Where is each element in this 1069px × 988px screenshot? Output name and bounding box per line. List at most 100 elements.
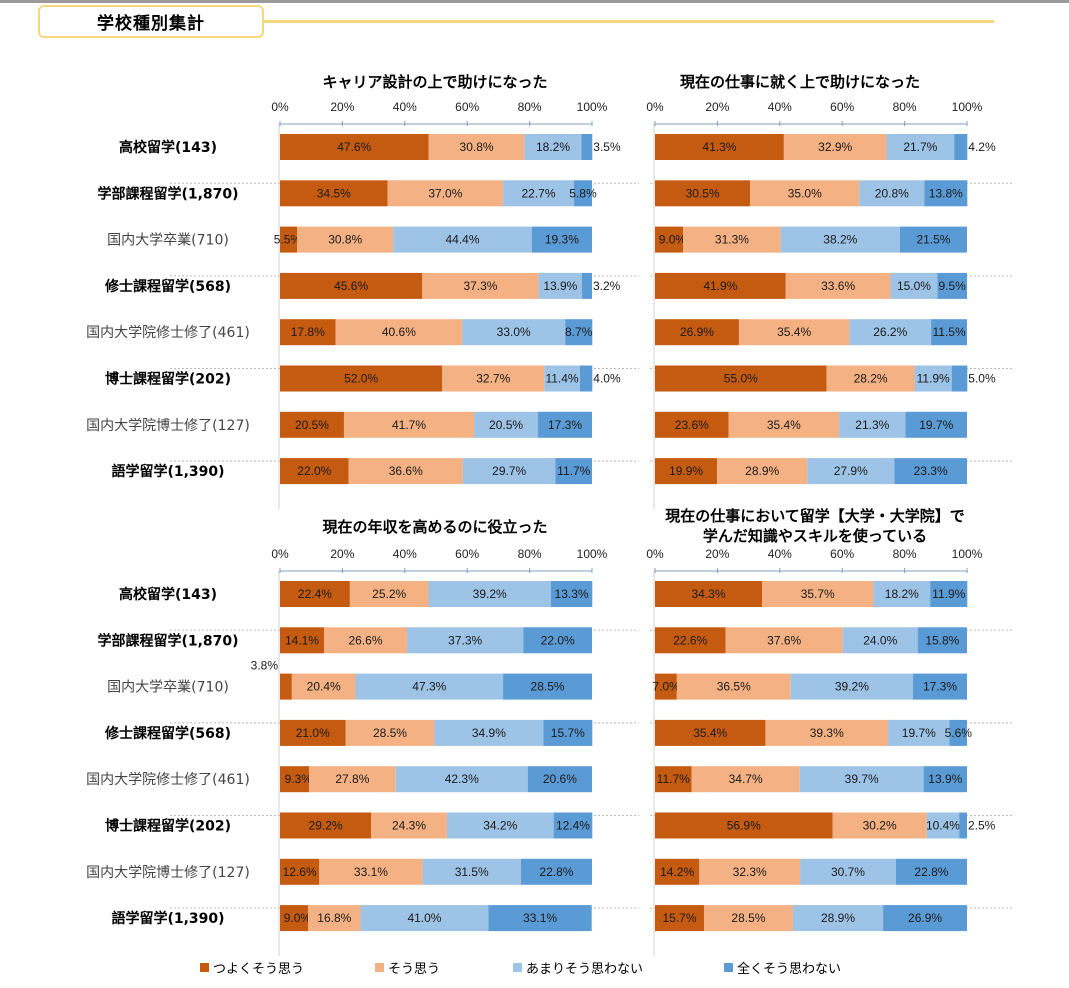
category-label: 学部課程留学(1,870) bbox=[97, 185, 238, 202]
data-label: 26.9% bbox=[908, 911, 942, 925]
data-label: 22.0% bbox=[297, 464, 331, 478]
x-tick-label: 0% bbox=[271, 100, 289, 114]
bar-segment-agree bbox=[762, 581, 874, 607]
x-tick-label: 20% bbox=[330, 547, 354, 561]
bar-segment-strongly-disagree bbox=[573, 180, 592, 207]
data-label: 8.7% bbox=[565, 325, 593, 339]
bar-segment-disagree-somewhat bbox=[474, 411, 539, 438]
bar-segment-agree bbox=[691, 766, 800, 793]
bar-segment-disagree-somewhat bbox=[888, 719, 950, 746]
bar-segment-disagree-somewhat bbox=[914, 365, 952, 392]
data-label: 28.5% bbox=[373, 726, 407, 740]
legend-label: 全くそう思わない bbox=[737, 962, 842, 977]
bar-segment-strongly-agree bbox=[655, 766, 692, 793]
data-label: 25.2% bbox=[372, 587, 406, 601]
bar-segment-strongly-disagree bbox=[949, 719, 967, 746]
data-label: 34.3% bbox=[691, 587, 725, 601]
bar-segment-strongly-agree bbox=[280, 581, 350, 607]
bar-segment-strongly-agree bbox=[280, 272, 423, 299]
category-label: 高校留学(143) bbox=[119, 139, 217, 156]
bar-segment-agree bbox=[750, 180, 860, 207]
bar-segment-agree bbox=[348, 458, 463, 485]
bar-segment-disagree-somewhat bbox=[406, 627, 524, 654]
bar-segment-disagree-somewhat bbox=[790, 673, 914, 700]
data-label: 9.5% bbox=[939, 279, 967, 293]
x-tick-label: 40% bbox=[768, 547, 792, 561]
bar-segment-disagree-somewhat bbox=[538, 272, 583, 299]
bar-segment-disagree-somewhat bbox=[807, 458, 895, 485]
bar-segment-strongly-agree bbox=[655, 272, 786, 299]
bar-segment-disagree-somewhat bbox=[926, 812, 960, 839]
x-tick-label: 40% bbox=[393, 100, 417, 114]
chart-title: 現在の仕事に就く上で助けになった bbox=[680, 73, 920, 91]
data-label: 45.6% bbox=[334, 279, 368, 293]
data-label: 32.7% bbox=[476, 372, 510, 386]
data-label: 30.8% bbox=[328, 233, 362, 247]
bar-segment-agree bbox=[765, 719, 889, 746]
category-label: 修士課程留学(568) bbox=[104, 725, 231, 742]
bar-segment-strongly-disagree bbox=[954, 134, 968, 160]
bar-segment-strongly-agree bbox=[280, 180, 388, 207]
bar-segment-disagree-somewhat bbox=[395, 766, 528, 793]
data-label: 39.3% bbox=[810, 726, 844, 740]
bar-segment-disagree-somewhat bbox=[886, 134, 955, 160]
data-label: 39.2% bbox=[473, 587, 507, 601]
bar-segment-strongly-agree bbox=[280, 458, 349, 485]
legend-label: つよくそう思う bbox=[213, 962, 305, 977]
legend-item-strongly-agree: つよくそう思う bbox=[200, 958, 304, 977]
bar-segment-agree bbox=[783, 134, 887, 160]
data-label: 47.3% bbox=[412, 680, 446, 694]
category-label: 国内大学卒業(710) bbox=[107, 680, 229, 696]
data-label: 19.7% bbox=[919, 418, 953, 432]
data-label: 11.4% bbox=[545, 372, 578, 386]
data-label: 11.5% bbox=[932, 325, 965, 339]
category-label: 国内大学院修士修了(461) bbox=[86, 325, 250, 341]
legend-label: あまりそう思わない bbox=[526, 962, 644, 977]
data-label: 21.0% bbox=[296, 726, 330, 740]
data-label: 5.5% bbox=[274, 233, 302, 247]
bar-segment-strongly-agree bbox=[280, 411, 344, 438]
bar-segment-strongly-disagree bbox=[565, 319, 593, 346]
data-label: 13.3% bbox=[555, 587, 589, 601]
data-label: 13.9% bbox=[543, 279, 577, 293]
x-tick-label: 20% bbox=[705, 100, 729, 114]
x-tick-label: 100% bbox=[952, 100, 983, 114]
bar-segment-strongly-disagree bbox=[951, 365, 968, 392]
top-border bbox=[0, 0, 1069, 3]
section-title: 学校種別集計 bbox=[38, 5, 264, 38]
bar-segment-strongly-agree bbox=[280, 673, 292, 700]
data-label: 30.8% bbox=[460, 140, 494, 154]
chart-title: 現在の年収を高めるのに役立った bbox=[322, 518, 547, 536]
data-label: 52.0% bbox=[344, 372, 378, 386]
bar-segment-strongly-agree bbox=[280, 319, 336, 346]
data-label: 3.2% bbox=[593, 279, 621, 293]
bar-segment-agree bbox=[785, 272, 891, 299]
data-label: 44.4% bbox=[446, 233, 480, 247]
bar-segment-agree bbox=[717, 458, 808, 485]
bar-segment-disagree-somewhat bbox=[839, 411, 906, 438]
data-label: 28.5% bbox=[731, 911, 765, 925]
data-label: 21.3% bbox=[855, 418, 889, 432]
bar-segment-strongly-disagree bbox=[917, 627, 967, 654]
data-label: 27.9% bbox=[834, 464, 868, 478]
data-label: 22.7% bbox=[521, 186, 555, 200]
bar-segment-agree bbox=[319, 858, 423, 885]
category-label: 語学留学(1,390) bbox=[111, 463, 224, 480]
bar-segment-strongly-agree bbox=[655, 673, 677, 700]
bar-segment-strongly-disagree bbox=[579, 365, 593, 392]
data-label: 19.3% bbox=[545, 233, 579, 247]
bar-segment-agree bbox=[335, 319, 463, 346]
data-label: 17.3% bbox=[548, 418, 582, 432]
bar-segment-agree bbox=[309, 766, 396, 793]
legend-swatch-disagree-somewhat bbox=[513, 963, 522, 972]
x-tick-label: 60% bbox=[830, 547, 854, 561]
bar-segment-agree bbox=[422, 272, 539, 299]
legend-item-agree: そう思う bbox=[375, 958, 440, 977]
bar-segment-agree bbox=[345, 719, 435, 746]
bar-segment-strongly-agree bbox=[280, 627, 324, 654]
data-label: 34.5% bbox=[317, 186, 351, 200]
data-label: 11.7% bbox=[557, 464, 590, 478]
data-label: 19.7% bbox=[902, 726, 936, 740]
bar-segment-strongly-disagree bbox=[931, 319, 967, 346]
data-label: 22.4% bbox=[298, 587, 332, 601]
